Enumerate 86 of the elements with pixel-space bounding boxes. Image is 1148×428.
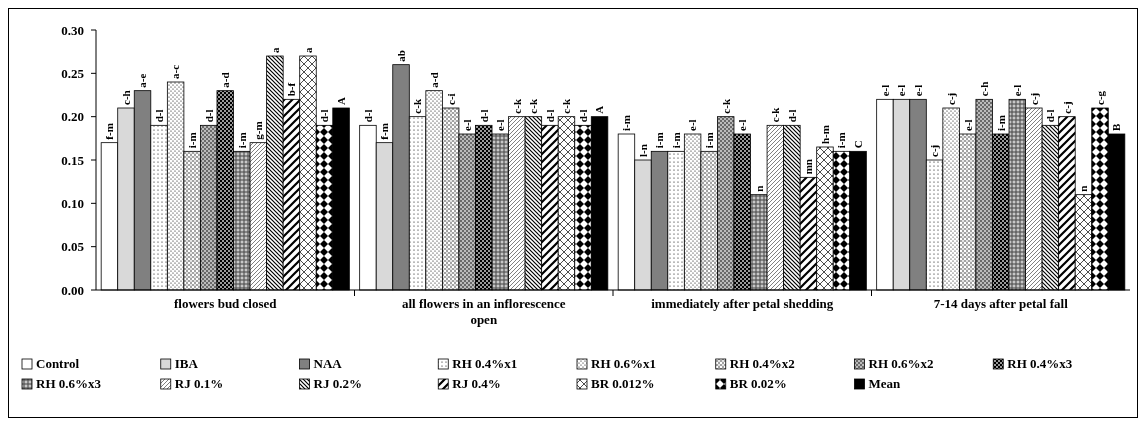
- data-label: f-m: [378, 123, 391, 140]
- data-label: e-l: [1011, 84, 1024, 97]
- data-label: mn: [802, 159, 815, 175]
- x-tick-label: immediately after petal shedding: [651, 296, 834, 311]
- x-tick-label: all flowers in an inflorescence open: [401, 296, 566, 327]
- data-label: l-n: [636, 144, 649, 157]
- data-label: d-l: [1044, 109, 1057, 123]
- data-label: c-h: [978, 81, 991, 97]
- data-label: e-l: [686, 119, 699, 131]
- data-label: c-k: [560, 98, 573, 114]
- data-label: c-h: [119, 90, 132, 105]
- data-label: f-m: [103, 123, 116, 140]
- data-label: b-f: [285, 82, 298, 97]
- legend-label: RJ 0.2%: [313, 376, 362, 391]
- data-label: e-l: [494, 119, 507, 131]
- data-label: h-m: [818, 125, 831, 144]
- data-label: n: [1077, 185, 1090, 192]
- y-tick-label: 0.20: [61, 109, 84, 125]
- legend-label: RH 0.6%x1: [591, 356, 656, 371]
- data-label: c-k: [510, 98, 523, 114]
- data-label: a: [301, 47, 314, 53]
- legend-label: RH 0.4%x1: [452, 356, 518, 371]
- data-label: d-l: [543, 109, 556, 123]
- data-label: i-m: [703, 132, 716, 149]
- data-label: i-m: [186, 132, 199, 149]
- x-tick-label: 7-14 days after petal fall: [933, 296, 1069, 311]
- legend-label: Control: [36, 356, 80, 371]
- data-label: i-m: [620, 115, 633, 131]
- data-label: c-g: [1093, 90, 1106, 105]
- data-label: c-j: [1060, 101, 1073, 114]
- data-label: e-l: [878, 84, 891, 97]
- data-label: c-j: [944, 92, 957, 105]
- data-label: C: [851, 140, 864, 149]
- data-label: d-l: [152, 109, 165, 123]
- legend-label: RH 0.4%x2: [729, 356, 795, 371]
- data-label: a-c: [169, 64, 182, 79]
- data-label: a-d: [427, 72, 440, 88]
- data-label: ab: [394, 50, 407, 62]
- data-label: a-d: [219, 72, 232, 88]
- data-label: d-l: [785, 109, 798, 123]
- data-label: g-m: [252, 121, 265, 140]
- y-tick-label: 0.15: [61, 152, 85, 168]
- x-tick-label: flowers bud closed: [173, 296, 278, 311]
- data-label: d-l: [361, 109, 374, 123]
- legend-label: BR 0.02%: [729, 376, 787, 391]
- data-label: c-j: [928, 144, 941, 157]
- data-label: c-k: [411, 98, 424, 114]
- data-label: c-k: [527, 98, 540, 114]
- data-label: A: [334, 97, 347, 105]
- data-label: c-j: [1027, 92, 1040, 105]
- data-label: A: [593, 105, 606, 114]
- data-label: i-m: [835, 132, 848, 149]
- data-label: i-m: [669, 132, 682, 149]
- legend-label: IBA: [174, 356, 199, 371]
- data-label: c-k: [769, 106, 782, 123]
- data-label: i-m: [235, 132, 248, 149]
- legend-label: RH 0.6%x3: [36, 376, 102, 391]
- data-label: i-m: [994, 115, 1007, 131]
- y-tick-label: 0.30: [61, 22, 84, 38]
- data-label: a-e: [136, 73, 149, 88]
- data-label: B: [1110, 123, 1123, 131]
- y-tick-label: 0.10: [61, 195, 84, 211]
- data-label: d-l: [477, 109, 490, 123]
- data-label: d-l: [318, 109, 331, 123]
- legend-label: NAA: [313, 356, 343, 371]
- legend-label: Mean: [868, 376, 902, 391]
- data-label: e-l: [461, 119, 474, 131]
- data-label: a: [268, 47, 281, 53]
- data-label: n: [752, 185, 765, 192]
- data-label: c-k: [719, 98, 732, 114]
- data-label: i-m: [653, 132, 666, 149]
- y-tick-label: 0.05: [61, 239, 85, 255]
- data-label: e-l: [911, 84, 924, 97]
- data-label: e-l: [736, 119, 749, 131]
- data-label: c-i: [444, 93, 457, 105]
- legend-label: BR 0.012%: [591, 376, 655, 391]
- y-tick-label: 0.00: [61, 282, 84, 298]
- legend-label: RH 0.4%x3: [1007, 356, 1073, 371]
- y-tick-label: 0.25: [61, 65, 85, 81]
- data-label: d-l: [202, 109, 215, 123]
- data-label: e-l: [895, 84, 908, 97]
- legend-label: RJ 0.4%: [452, 376, 501, 391]
- data-label: d-l: [576, 109, 589, 123]
- legend-label: RH 0.6%x2: [868, 356, 934, 371]
- legend-label: RJ 0.1%: [174, 376, 224, 391]
- data-label: e-l: [961, 119, 974, 131]
